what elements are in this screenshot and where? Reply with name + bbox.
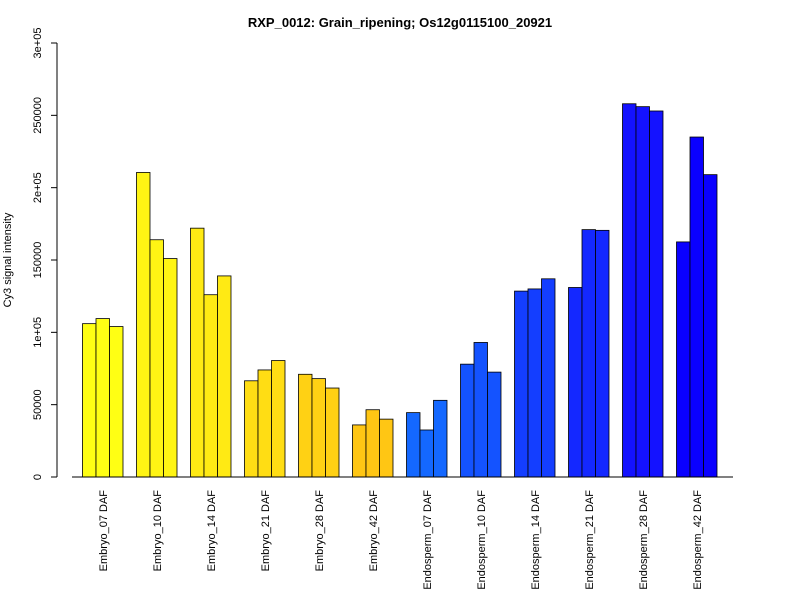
chart-title: RXP_0012: Grain_ripening; Os12g0115100_2… xyxy=(248,15,552,30)
bar-5-rep-2 xyxy=(311,378,326,478)
y-tick-label: 250000 xyxy=(32,97,44,134)
x-tick-label: Embryo_10 DAF xyxy=(152,490,164,572)
bar-8-rep-2 xyxy=(473,342,488,478)
bar-3-rep-1 xyxy=(190,227,205,478)
y-tick-label: 1e+05 xyxy=(32,317,44,348)
bar-11-rep-3 xyxy=(649,110,664,478)
x-tick-label: Endosperm_42 DAF xyxy=(692,490,704,590)
bar-7-rep-2 xyxy=(419,429,434,478)
bar-6-rep-3 xyxy=(379,418,394,478)
y-tick-label: 50000 xyxy=(32,389,44,420)
bars-group xyxy=(82,103,718,478)
y-tick-label: 3e+05 xyxy=(32,28,44,59)
bar-1-rep-2 xyxy=(95,318,110,478)
x-tick-label: Endosperm_21 DAF xyxy=(584,490,596,590)
bar-11-rep-2 xyxy=(635,106,650,478)
bar-1-rep-1 xyxy=(82,323,97,478)
x-tick-label: Embryo_07 DAF xyxy=(98,490,110,572)
bar-9-rep-2 xyxy=(527,288,542,478)
bar-12-rep-1 xyxy=(676,241,691,478)
x-tick-label: Endosperm_28 DAF xyxy=(638,490,650,590)
bar-10-rep-1 xyxy=(568,287,583,478)
bar-10-rep-2 xyxy=(581,229,596,478)
x-tick-label: Embryo_28 DAF xyxy=(314,490,326,572)
x-tick-label: Embryo_42 DAF xyxy=(368,490,380,572)
y-tick-label: 150000 xyxy=(32,242,44,279)
y-axis: 0 50000 1e+05 150000 2e+05 250000 3e+05 xyxy=(32,28,58,480)
y-tick-label: 0 xyxy=(32,474,44,480)
bar-10-rep-3 xyxy=(595,229,610,478)
bar-11-rep-1 xyxy=(622,103,637,478)
x-axis: Embryo_07 DAF Embryo_10 DAF Embryo_14 DAF E… xyxy=(72,476,733,590)
bar-12-rep-2 xyxy=(689,136,704,478)
bar-9-rep-3 xyxy=(541,278,556,478)
bar-7-rep-1 xyxy=(406,412,421,478)
x-tick-label: Embryo_14 DAF xyxy=(206,490,218,572)
bar-8-rep-3 xyxy=(487,371,502,478)
x-tick-label: Endosperm_14 DAF xyxy=(530,490,542,590)
bar-4-rep-1 xyxy=(244,380,259,478)
bar-4-rep-2 xyxy=(257,369,272,478)
bar-5-rep-3 xyxy=(325,387,340,478)
bar-2-rep-1 xyxy=(136,172,151,478)
bar-1-rep-3 xyxy=(109,326,124,478)
y-tick-label: 2e+05 xyxy=(32,172,44,203)
x-tick-label: Embryo_21 DAF xyxy=(260,490,272,572)
bar-4-rep-3 xyxy=(271,360,286,478)
y-axis-label: Cy3 signal intensity xyxy=(2,212,14,307)
x-tick-label: Endosperm_07 DAF xyxy=(422,490,434,590)
bar-6-rep-1 xyxy=(352,424,367,478)
bar-6-rep-2 xyxy=(365,409,380,478)
bar-3-rep-2 xyxy=(203,294,218,478)
bar-2-rep-3 xyxy=(163,258,178,478)
bar-3-rep-3 xyxy=(217,275,232,478)
x-tick-label: Endosperm_10 DAF xyxy=(476,490,488,590)
bar-12-rep-3 xyxy=(703,174,718,478)
bar-9-rep-1 xyxy=(514,290,529,478)
bar-5-rep-1 xyxy=(298,373,313,478)
bar-2-rep-2 xyxy=(149,239,164,478)
bar-7-rep-3 xyxy=(433,399,448,478)
bar-8-rep-1 xyxy=(460,363,475,478)
